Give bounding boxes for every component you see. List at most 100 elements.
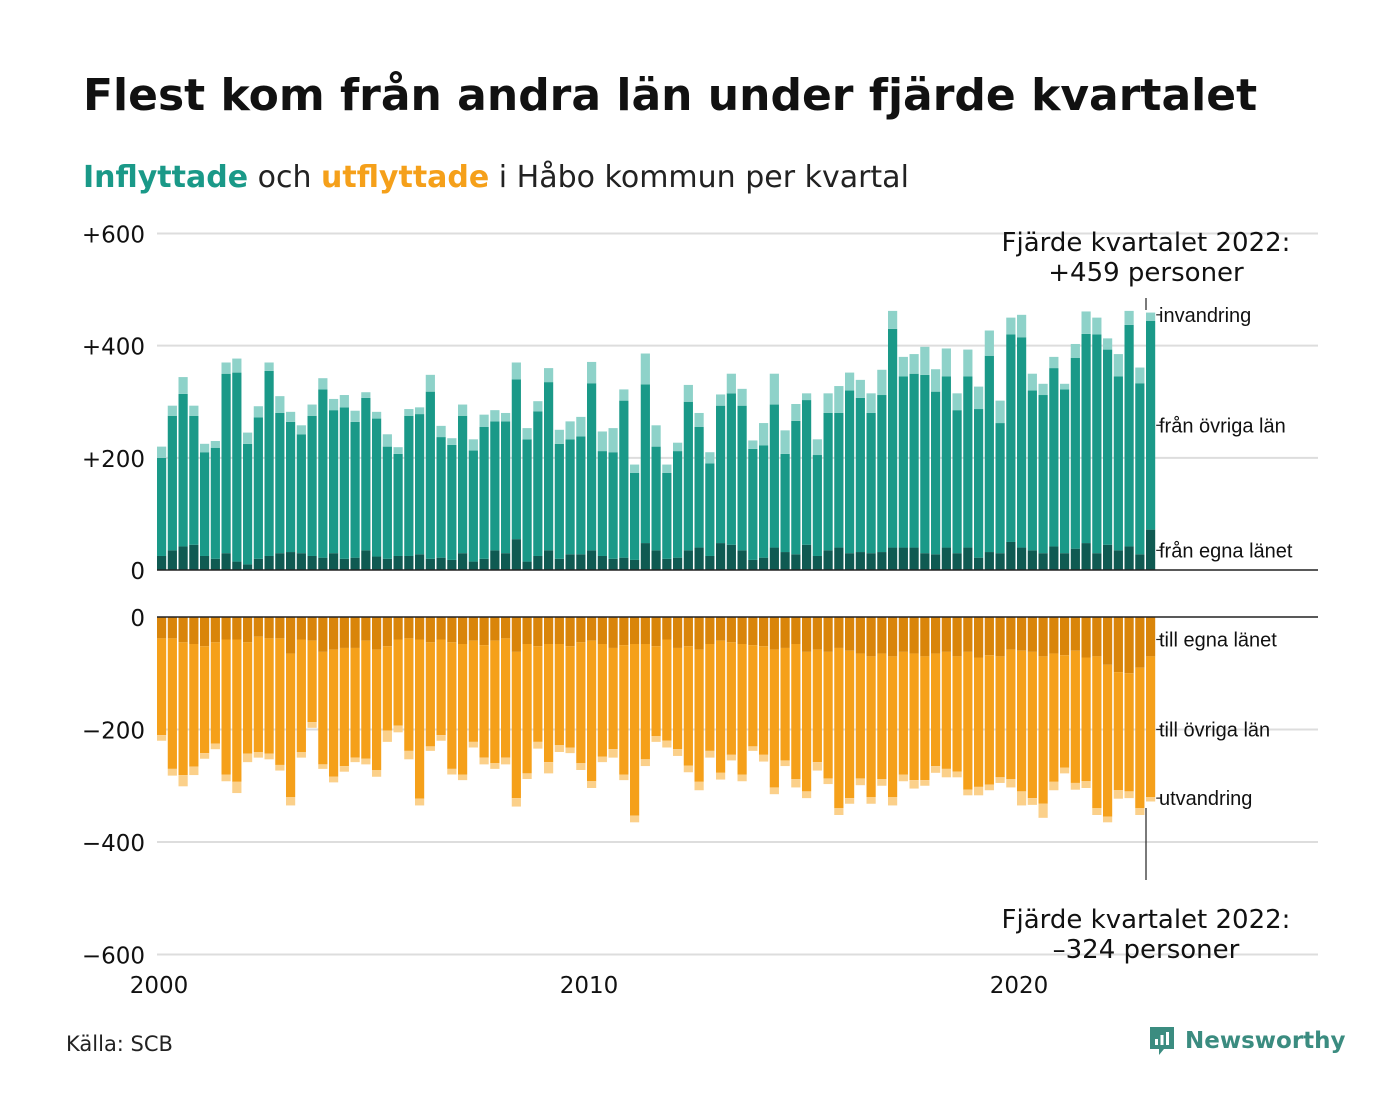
bar-out-2 — [372, 770, 382, 777]
bar-in-1 — [393, 453, 403, 556]
bar-in-2 — [984, 330, 994, 356]
bar-out-0 — [651, 617, 661, 647]
bar-out-1 — [436, 639, 446, 736]
bar-in-2 — [834, 386, 844, 413]
bar-out-1 — [554, 644, 564, 746]
x-tick-label: 2010 — [560, 973, 619, 999]
bar-in-0 — [264, 555, 274, 570]
bar-in-1 — [501, 421, 511, 554]
bar-in-2 — [683, 384, 693, 402]
bar-out-0 — [167, 617, 177, 639]
bar-out-1 — [576, 642, 586, 764]
bar-out-1 — [361, 640, 371, 759]
bar-in-2 — [651, 425, 661, 447]
bar-out-2 — [1135, 808, 1145, 815]
bar-in-2 — [812, 439, 822, 456]
bar-out-1 — [1146, 656, 1156, 797]
bar-out-2 — [404, 750, 414, 760]
bar-out-1 — [619, 645, 629, 775]
bar-in-1 — [479, 426, 489, 559]
bar-in-2 — [1060, 383, 1070, 390]
y-tick-label-top: 0 — [130, 559, 145, 585]
bar-in-2 — [673, 442, 683, 452]
bar-out-1 — [705, 644, 715, 751]
bar-in-1 — [737, 405, 747, 551]
bar-out-2 — [1060, 767, 1070, 774]
bar-in-2 — [995, 400, 1005, 424]
y-tick-label-top: +400 — [82, 335, 145, 361]
bar-in-1 — [984, 355, 994, 553]
bar-in-1 — [232, 372, 242, 562]
bar-in-1 — [1006, 334, 1016, 542]
bar-out-2 — [898, 774, 908, 782]
bar-in-1 — [522, 439, 532, 562]
bar-in-2 — [554, 429, 564, 444]
bar-out-2 — [995, 777, 1005, 783]
bar-out-1 — [318, 651, 328, 765]
bar-out-1 — [232, 639, 242, 782]
bar-in-0 — [339, 558, 349, 570]
bar-out-2 — [511, 798, 521, 807]
bar-in-0 — [468, 561, 478, 570]
bar-out-2 — [232, 781, 242, 794]
bar-out-0 — [834, 617, 844, 648]
subtitle-utflyttade: utflyttade — [321, 160, 490, 195]
bar-in-2 — [716, 394, 726, 406]
bar-in-1 — [866, 412, 876, 554]
bar-out-2 — [737, 774, 747, 782]
bar-out-2 — [608, 749, 618, 758]
bar-in-2 — [909, 354, 919, 374]
bar-in-1 — [1017, 337, 1027, 548]
bar-in-0 — [769, 547, 779, 570]
bar-in-2 — [1135, 367, 1145, 384]
bar-in-2 — [791, 403, 801, 421]
bar-out-0 — [845, 617, 855, 651]
bar-out-2 — [694, 781, 704, 791]
annotation-top-line2: +459 personer — [1048, 258, 1244, 288]
bar-out-1 — [350, 647, 360, 758]
bar-in-2 — [866, 393, 876, 413]
bar-in-0 — [694, 547, 704, 570]
bar-out-1 — [791, 644, 801, 779]
bar-out-2 — [1038, 803, 1048, 818]
bar-in-0 — [511, 539, 521, 570]
bar-in-2 — [393, 447, 403, 454]
bar-out-0 — [1049, 617, 1059, 654]
bar-in-0 — [963, 547, 973, 570]
bar-in-1 — [339, 407, 349, 559]
bar-in-1 — [307, 415, 317, 556]
bar-out-1 — [1049, 653, 1059, 782]
bar-out-2 — [834, 808, 844, 815]
bar-out-2 — [1146, 797, 1156, 802]
bar-out-1 — [737, 644, 747, 775]
bar-in-2 — [339, 395, 349, 408]
bar-in-1 — [157, 457, 167, 556]
bar-in-1 — [458, 415, 468, 554]
bar-out-0 — [1038, 617, 1048, 657]
chart-area: +600 +400 +200 0 0 −200 −400 −600 2000 2010 2020 i… — [82, 223, 1318, 999]
bar-out-2 — [458, 774, 468, 781]
bar-out-1 — [307, 640, 317, 723]
bar-in-1 — [415, 414, 425, 555]
bar-in-0 — [501, 553, 511, 570]
bar-in-0 — [909, 547, 919, 570]
bar-out-1 — [296, 639, 306, 752]
bar-out-1 — [1070, 650, 1080, 783]
bar-in-1 — [791, 420, 801, 555]
bar-in-1 — [974, 409, 984, 558]
bar-in-1 — [167, 415, 177, 551]
bar-in-2 — [888, 310, 898, 329]
bar-in-1 — [931, 391, 941, 555]
bar-in-2 — [511, 362, 521, 380]
bar-out-0 — [673, 617, 683, 648]
bar-in-2 — [479, 414, 489, 427]
bar-out-2 — [845, 798, 855, 804]
bar-in-0 — [275, 553, 285, 570]
bar-out-0 — [630, 617, 640, 644]
bar-out-1 — [393, 639, 403, 726]
bar-out-2 — [533, 741, 543, 749]
bar-in-0 — [974, 557, 984, 570]
bar-in-0 — [458, 553, 468, 570]
bar-in-0 — [726, 544, 736, 570]
bar-in-2 — [974, 386, 984, 410]
